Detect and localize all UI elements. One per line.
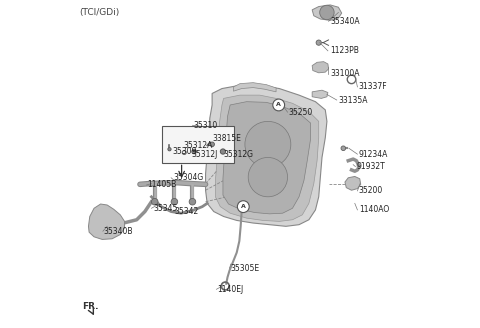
Text: FR.: FR.: [83, 302, 99, 311]
Circle shape: [248, 157, 288, 197]
Circle shape: [220, 149, 226, 154]
Polygon shape: [216, 95, 319, 221]
Text: 35312A: 35312A: [183, 141, 213, 151]
Circle shape: [210, 142, 215, 147]
Text: 33815E: 33815E: [212, 134, 241, 143]
Text: 91234A: 91234A: [359, 150, 388, 159]
Text: (TCl/GDi): (TCl/GDi): [79, 8, 120, 17]
Polygon shape: [233, 83, 276, 92]
Circle shape: [168, 148, 171, 151]
Polygon shape: [312, 5, 342, 20]
Text: 1123PB: 1123PB: [330, 46, 359, 55]
Text: 35312J: 35312J: [192, 150, 218, 159]
Text: 35200: 35200: [359, 186, 383, 195]
Text: 31337F: 31337F: [359, 82, 387, 92]
Text: 35340A: 35340A: [330, 17, 360, 26]
Circle shape: [171, 198, 178, 205]
Text: 11405B: 11405B: [147, 180, 177, 190]
Text: 35345: 35345: [153, 204, 178, 213]
Text: A: A: [241, 204, 246, 209]
Text: A: A: [276, 102, 281, 108]
Text: 1140AO: 1140AO: [359, 205, 389, 215]
Polygon shape: [345, 176, 360, 190]
Text: 35310: 35310: [193, 121, 217, 130]
Circle shape: [192, 149, 196, 154]
Polygon shape: [312, 90, 328, 98]
Circle shape: [320, 5, 334, 20]
Text: 35309: 35309: [173, 147, 197, 156]
Polygon shape: [312, 62, 328, 73]
Text: 35250: 35250: [288, 108, 313, 117]
Polygon shape: [223, 102, 311, 214]
Circle shape: [189, 198, 196, 205]
Text: 35340B: 35340B: [104, 227, 133, 236]
Circle shape: [341, 146, 346, 151]
Text: 91932T: 91932T: [357, 162, 385, 171]
Text: 35304G: 35304G: [174, 173, 204, 182]
Circle shape: [238, 201, 249, 213]
FancyBboxPatch shape: [162, 126, 234, 163]
Text: 35312G: 35312G: [223, 150, 253, 159]
Circle shape: [316, 40, 321, 45]
Text: 1140EJ: 1140EJ: [217, 285, 243, 294]
Text: 33135A: 33135A: [338, 95, 368, 105]
Text: 33100A: 33100A: [330, 69, 360, 78]
Circle shape: [245, 121, 291, 167]
Polygon shape: [205, 85, 327, 226]
Text: 35305E: 35305E: [230, 264, 259, 273]
Text: 35342: 35342: [174, 207, 199, 216]
Polygon shape: [88, 204, 124, 239]
Circle shape: [273, 99, 285, 111]
Circle shape: [152, 198, 158, 205]
